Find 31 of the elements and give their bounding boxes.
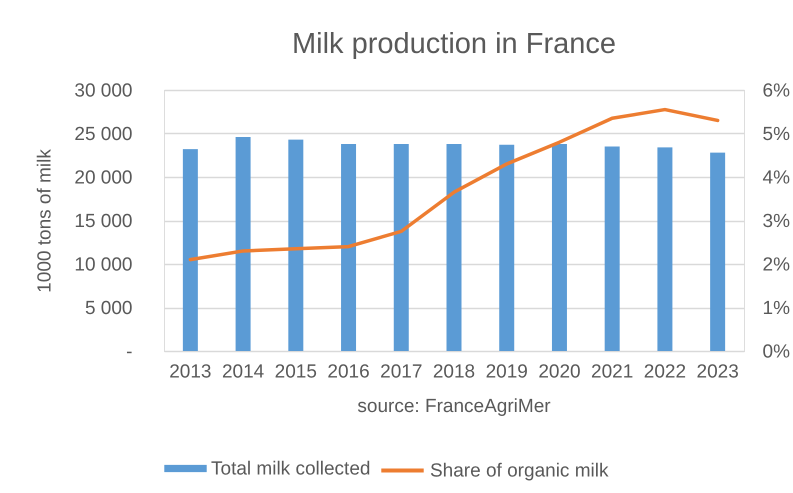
y2-tick-label: 2% xyxy=(762,254,790,276)
x-tick-label: 2014 xyxy=(222,362,265,382)
source-note: source: FranceAgriMer xyxy=(357,396,552,417)
y2-tick-label: 5% xyxy=(762,124,790,145)
y-tick-label: 15 000 xyxy=(74,211,132,232)
y2-tick-label: 4% xyxy=(762,168,790,188)
x-tick-label: 2013 xyxy=(169,362,212,382)
y2-tick-label: 6% xyxy=(762,80,790,102)
y2-tick-label: 1% xyxy=(762,298,790,319)
chart-title: Milk production in France xyxy=(292,28,616,60)
y2-tick-label: 3% xyxy=(762,211,790,232)
y-tick-label: 5 000 xyxy=(84,298,132,319)
x-tick-label: 2019 xyxy=(486,362,528,382)
y-axis-title: 1000 tons of milk xyxy=(34,148,56,293)
x-tick-label: 2020 xyxy=(538,362,581,382)
y-tick-label: 30 000 xyxy=(74,80,132,102)
x-tick-label: 2016 xyxy=(327,362,370,382)
x-tick-label: 2018 xyxy=(432,362,476,382)
legend-label: Total milk collected xyxy=(211,458,370,480)
y2-tick-label: 0% xyxy=(762,342,790,362)
y-tick-label: - xyxy=(126,342,132,362)
y-tick-label: 20 000 xyxy=(74,168,132,188)
x-tick-label: 2021 xyxy=(591,362,634,382)
y-tick-label: 25 000 xyxy=(74,124,132,145)
legend-label: Share of organic milk xyxy=(430,460,609,482)
x-tick-label: 2023 xyxy=(696,362,739,382)
x-tick-label: 2022 xyxy=(644,362,686,382)
line-series xyxy=(188,108,720,262)
y-tick-label: 10 000 xyxy=(74,254,132,276)
x-tick-label: 2015 xyxy=(274,362,317,382)
x-tick-label: 2017 xyxy=(380,362,422,382)
